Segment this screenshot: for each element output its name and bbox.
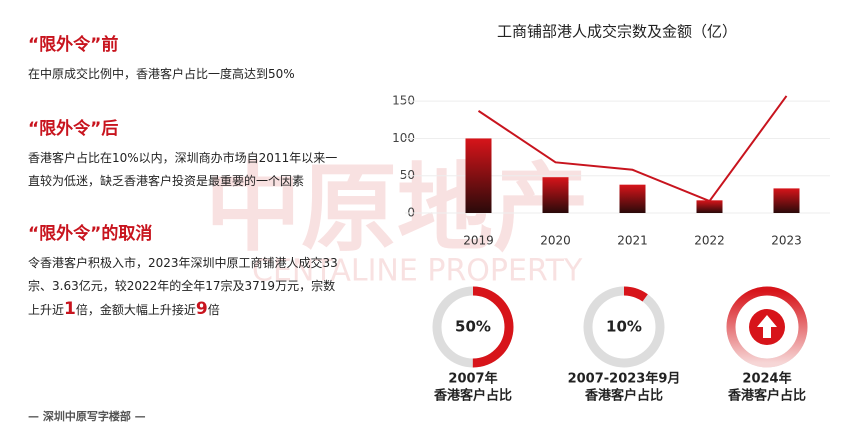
footer: — 深圳中原写字楼部 — (28, 410, 146, 423)
donut-ring (726, 286, 808, 368)
bar (773, 188, 800, 213)
section-body: 令香港客户积极入市，2023年深圳中原工商铺港人成交33宗、3.63亿元，较20… (28, 252, 338, 322)
watermark-en: CENTALINE PROPERTY (252, 254, 583, 289)
line (477, 95, 788, 203)
body-text: 令香港客户积极入市，2023年深圳中原工商铺港人成交33宗、3.63亿元，较20… (28, 256, 338, 317)
section-body: 在中原成交比例中，香港客户占比一度高达到50% (28, 63, 338, 86)
x-tick-label: 2019 (463, 234, 494, 248)
x-tick-label: 2022 (694, 234, 725, 248)
chart-title: 工商铺部港人成交宗数及金额（亿） (497, 23, 737, 41)
y-tick-label: 100 (392, 131, 415, 145)
x-tick-label: 2020 (540, 234, 571, 248)
donut-year: 2007-2023年9月 (568, 371, 681, 387)
y-tick-label: 150 (392, 94, 415, 108)
x-tick-label: 2023 (771, 234, 802, 248)
bar (465, 138, 492, 213)
section-body: 香港客户占比在10%以内，深圳商办市场自2011年以来一直较为低迷，缺乏香港客户… (28, 147, 338, 193)
section: “限外令”后香港客户占比在10%以内，深圳商办市场自2011年以来一直较为低迷，… (28, 114, 338, 193)
highlight-number: 1 (64, 299, 76, 319)
section-heading: “限外令”的取消 (28, 224, 153, 244)
donut-caption: 香港客户占比 (584, 388, 663, 404)
bar (696, 200, 723, 213)
donut-year: 2024年 (742, 371, 791, 387)
donut-year: 2007年 (448, 371, 497, 387)
donut-arc (432, 286, 514, 368)
bar (619, 184, 646, 213)
text-panel: “限外令”前在中原成交比例中，香港客户占比一度高达到50% “限外令”后香港客户占… (28, 30, 338, 336)
donut-arc (583, 286, 665, 368)
body-text: 在中原成交比例中，香港客户占比一度高达到50% (28, 67, 295, 81)
section-heading: “限外令”前 (28, 35, 119, 55)
donut-caption: 香港客户占比 (727, 388, 806, 404)
body-text: 倍 (207, 303, 220, 317)
body-text: 倍，金额大幅上升接近 (75, 303, 196, 317)
section: “限外令”的取消令香港客户积极入市，2023年深圳中原工商铺港人成交33宗、3.… (28, 219, 338, 322)
arrow-icon (757, 315, 777, 338)
bar (542, 177, 569, 213)
donut-label: 50% (455, 318, 491, 336)
body-text: 香港客户占比在10%以内，深圳商办市场自2011年以来一直较为低迷，缺乏香港客户… (28, 151, 338, 188)
donut-label: 10% (606, 318, 642, 336)
watermark: 中原地产 (205, 152, 589, 264)
section: “限外令”前在中原成交比例中，香港客户占比一度高达到50% (28, 30, 338, 86)
highlight-number: 9 (195, 299, 208, 319)
section-heading: “限外令”后 (28, 119, 119, 139)
x-tick-label: 2021 (617, 234, 648, 248)
donut-caption: 香港客户占比 (433, 388, 512, 404)
